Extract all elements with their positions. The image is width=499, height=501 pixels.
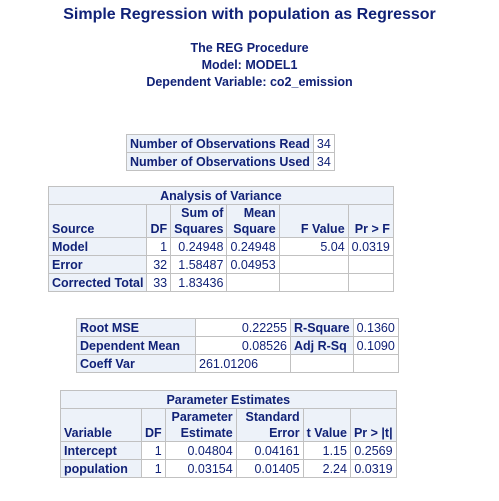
page-title: Simple Regression with population as Reg… xyxy=(63,6,436,23)
fit-statistics-table: Root MSE 0.22255 R-Square 0.1360 Depende… xyxy=(76,318,399,373)
cell-df: 1 xyxy=(141,441,166,460)
fit-label: Dependent Mean xyxy=(76,336,196,355)
row-label: Error xyxy=(47,255,148,274)
nobs-used-label: Number of Observations Used xyxy=(126,152,314,171)
cell-std-error: 0.04161 xyxy=(235,441,304,460)
cell-f xyxy=(278,273,349,292)
fit-label xyxy=(290,354,354,373)
table-header-row: Source DF Sum of Squares Mean Square F Val… xyxy=(47,204,394,238)
fit-value: 0.1090 xyxy=(352,336,399,355)
cell-p-value: 0.0319 xyxy=(349,459,397,478)
row-label: population xyxy=(60,459,142,478)
header-line: Square xyxy=(233,222,276,236)
observations-table: Number of Observations Read 34 Number of… xyxy=(126,134,335,171)
procedure-name: The REG Procedure xyxy=(190,41,309,55)
cell-f xyxy=(278,255,349,274)
header-line: Squares xyxy=(174,222,224,236)
fit-value: 261.01206 xyxy=(195,354,291,373)
fit-label: Root MSE xyxy=(76,318,196,337)
procedure-header: The REG Procedure Model: MODEL1 Dependen… xyxy=(0,40,499,91)
fit-label: Coeff Var xyxy=(76,354,196,373)
table-row: Root MSE 0.22255 R-Square 0.1360 xyxy=(76,318,399,337)
table-row: Model 1 0.24948 0.24948 5.04 0.0319 xyxy=(47,237,394,256)
anova-caption: Analysis of Variance xyxy=(48,186,394,205)
nobs-read-label: Number of Observations Read xyxy=(126,134,314,153)
row-label: Model xyxy=(47,237,148,256)
fit-label: R-Square xyxy=(290,318,354,337)
col-header-t-value: t Value xyxy=(302,408,351,442)
table-row: Dependent Mean 0.08526 Adj R-Sq 0.1090 xyxy=(76,336,399,355)
col-header-source: Source xyxy=(47,204,148,238)
table-row: Corrected Total 33 1.83436 xyxy=(47,273,394,292)
dependent-variable: Dependent Variable: co2_emission xyxy=(146,75,353,89)
parameter-estimates-table: Parameter Estimates Variable DF Paramete… xyxy=(60,390,397,478)
fit-label: Adj R-Sq xyxy=(290,336,354,355)
cell-df: 33 xyxy=(146,273,172,292)
cell-ms: 0.04953 xyxy=(226,255,280,274)
nobs-read-value: 34 xyxy=(312,134,335,153)
col-header-df: DF xyxy=(146,204,172,238)
table-row: Number of Observations Used 34 xyxy=(126,152,335,171)
cell-ms xyxy=(226,273,280,292)
table-header-row: Variable DF Parameter Estimate Standard Er… xyxy=(60,408,397,442)
cell-p: 0.0319 xyxy=(347,237,394,256)
cell-ss: 1.58487 xyxy=(170,255,228,274)
cell-estimate: 0.03154 xyxy=(164,459,237,478)
table-caption-row: Parameter Estimates xyxy=(60,390,397,409)
cell-t-value: 2.24 xyxy=(302,459,351,478)
nobs-used-value: 34 xyxy=(312,152,335,171)
header-line: Error xyxy=(269,426,300,440)
table-row: Coeff Var 261.01206 xyxy=(76,354,399,373)
table-row: Number of Observations Read 34 xyxy=(126,134,335,153)
col-header-sum-squares: Sum of Squares xyxy=(170,204,228,238)
cell-p xyxy=(347,273,394,292)
cell-df: 1 xyxy=(141,459,166,478)
header-line: Standard xyxy=(245,410,300,424)
cell-df: 1 xyxy=(146,237,172,256)
model-name: Model: MODEL1 xyxy=(201,58,298,72)
cell-ss: 1.83436 xyxy=(170,273,228,292)
table-caption-row: Analysis of Variance xyxy=(48,186,394,205)
header-line: Estimate xyxy=(180,426,233,440)
cell-std-error: 0.01405 xyxy=(235,459,304,478)
header-line: Sum of xyxy=(181,206,224,220)
col-header-parameter-estimate: Parameter Estimate xyxy=(164,408,237,442)
cell-ss: 0.24948 xyxy=(170,237,228,256)
row-label: Corrected Total xyxy=(47,273,148,292)
fit-value: 0.08526 xyxy=(195,336,291,355)
cell-t-value: 1.15 xyxy=(302,441,351,460)
col-header-f-value: F Value xyxy=(278,204,349,238)
cell-ms: 0.24948 xyxy=(226,237,280,256)
table-row: Error 32 1.58487 0.04953 xyxy=(47,255,394,274)
fit-value xyxy=(352,354,399,373)
table-row: population 1 0.03154 0.01405 2.24 0.0319 xyxy=(60,459,397,478)
params-caption: Parameter Estimates xyxy=(60,390,397,409)
cell-df: 32 xyxy=(146,255,172,274)
row-label: Intercept xyxy=(60,441,142,460)
col-header-standard-error: Standard Error xyxy=(235,408,304,442)
col-header-pr-t: Pr > |t| xyxy=(349,408,397,442)
cell-f: 5.04 xyxy=(278,237,349,256)
col-header-variable: Variable xyxy=(60,408,142,442)
col-header-df: DF xyxy=(141,408,166,442)
cell-p xyxy=(347,255,394,274)
anova-table: Analysis of Variance Source DF Sum of Squ… xyxy=(47,186,394,292)
fit-value: 0.22255 xyxy=(195,318,291,337)
col-header-pr-f: Pr > F xyxy=(347,204,394,238)
table-row: Intercept 1 0.04804 0.04161 1.15 0.2569 xyxy=(60,441,397,460)
col-header-mean-square: Mean Square xyxy=(226,204,280,238)
cell-estimate: 0.04804 xyxy=(164,441,237,460)
header-line: Parameter xyxy=(171,410,233,424)
fit-value: 0.1360 xyxy=(352,318,399,337)
header-line: Mean xyxy=(243,206,276,220)
cell-p-value: 0.2569 xyxy=(349,441,397,460)
